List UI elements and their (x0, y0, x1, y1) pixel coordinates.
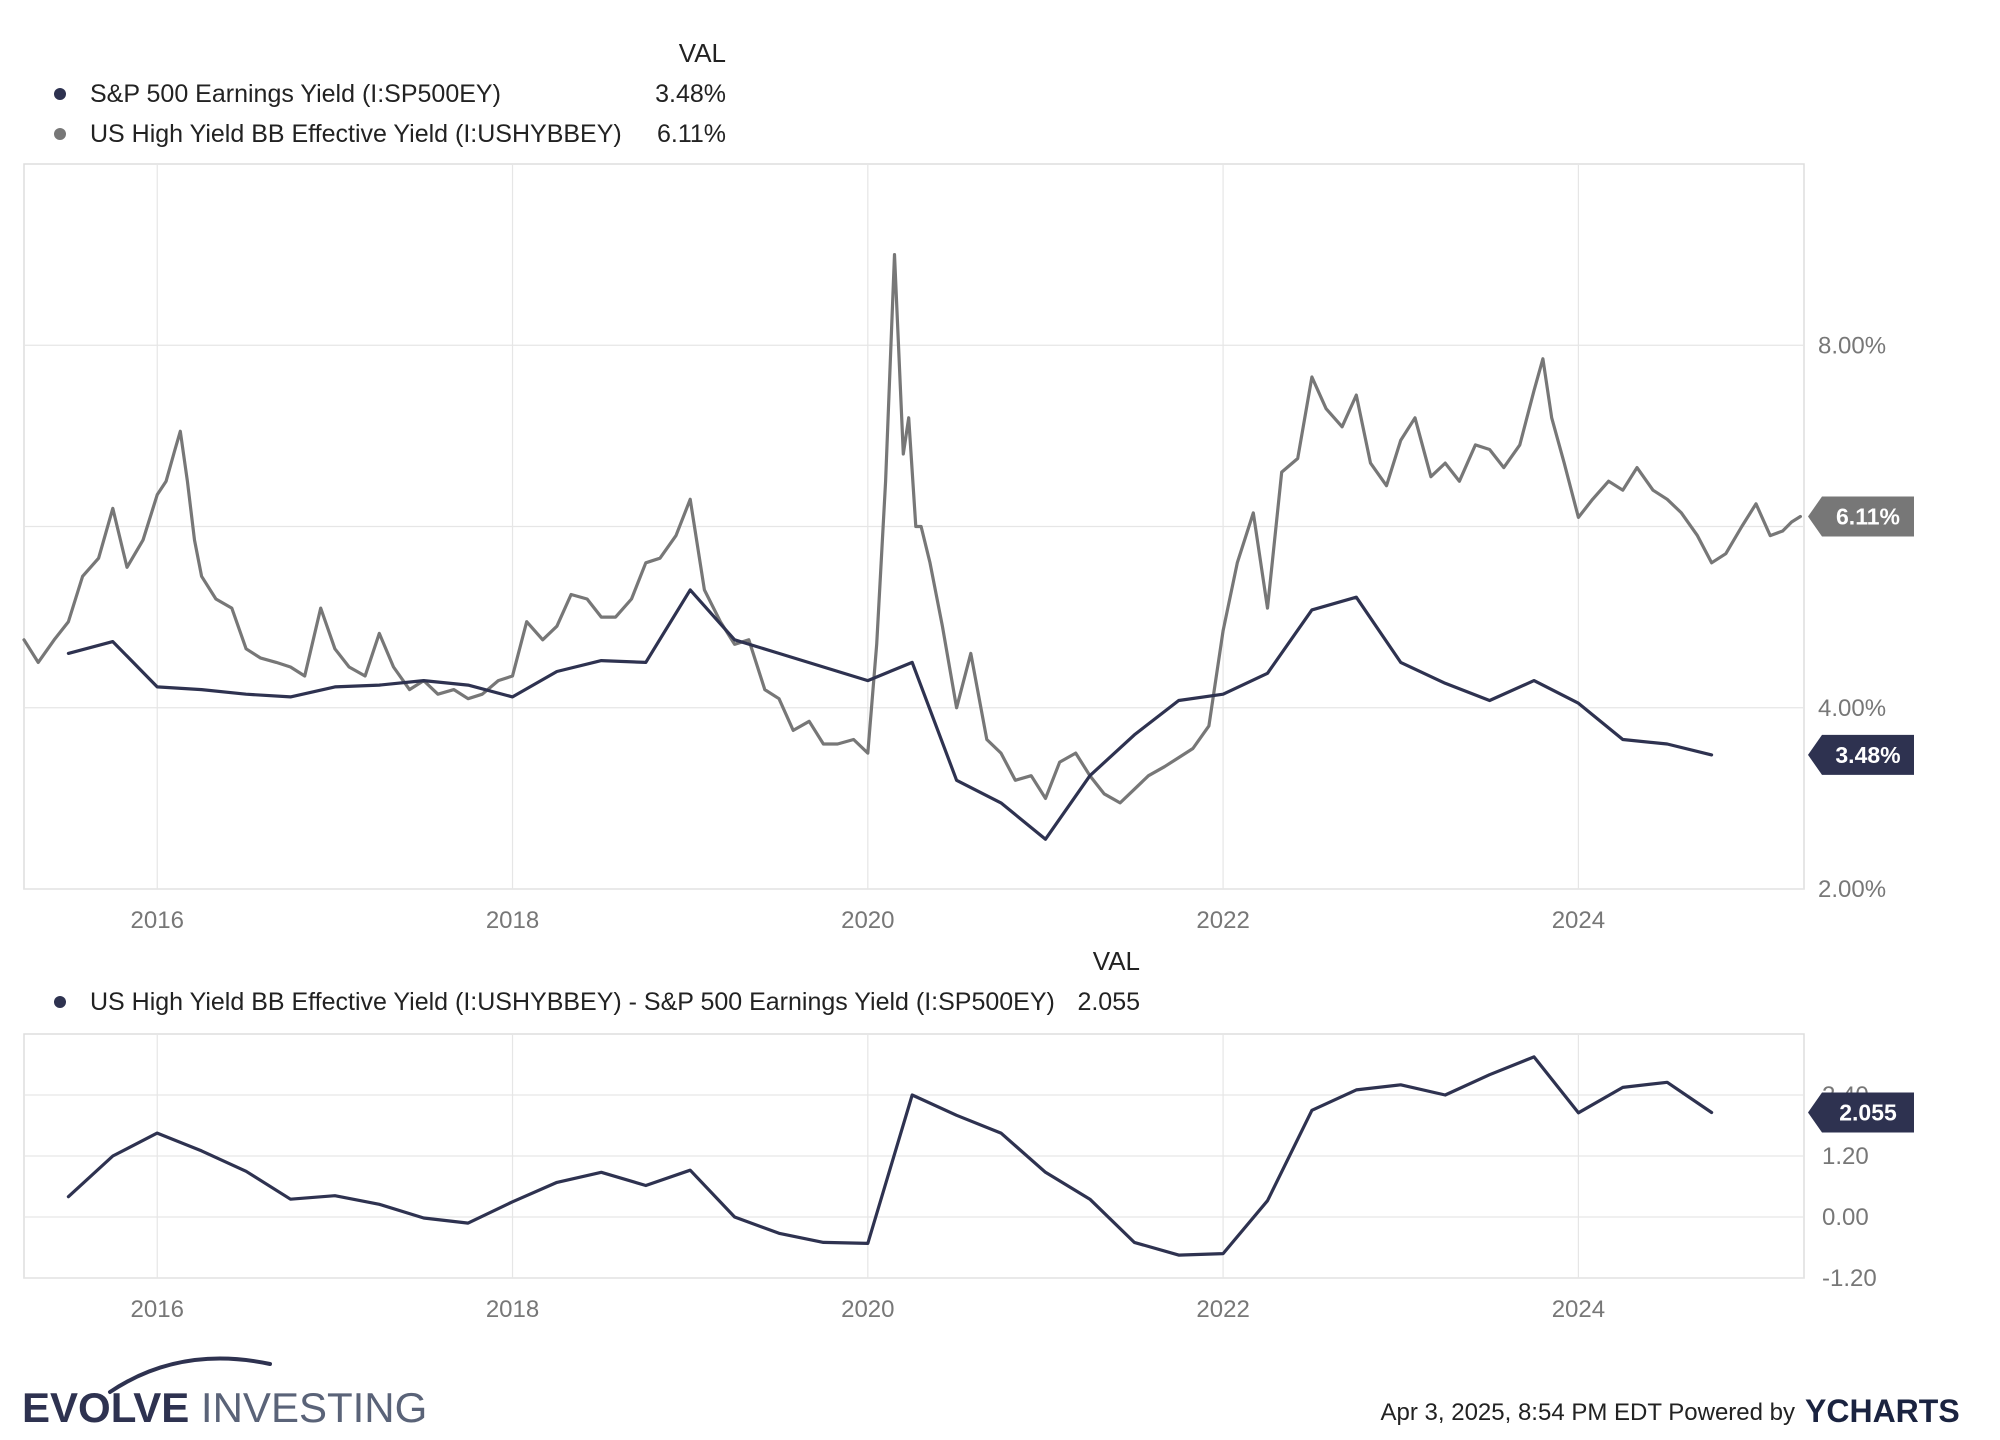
ycharts-logo[interactable]: YCHARTS (1805, 1393, 1960, 1429)
badge-shape (1808, 734, 1914, 775)
last-value-badges-top: 3.48% 6.11% (1808, 496, 1914, 775)
y-tick-label: -1.20 (1822, 1265, 1877, 1292)
series-line-us-high-yield-bb-effective-yield-i-ushybbey-s-p-500-earnings-yield-i-sp500ey (66, 1055, 1714, 1257)
last-value-badge-us-high-yield-bb-effective-yield-i-ushybbey: 6.11% (1808, 496, 1914, 537)
logo-brand-bold: EVOLVE (22, 1384, 189, 1431)
x-tick-label: 2018 (486, 1296, 539, 1323)
x-tick-label: 2016 (131, 907, 184, 934)
svg-text:EVOLVE INVESTING: EVOLVE INVESTING (22, 1384, 427, 1431)
x-tick-label: 2020 (841, 1296, 894, 1323)
legend-top: VAL S&P 500 Earnings Yield (I:SP500EY) 3… (54, 38, 726, 148)
badge-label: 6.11% (1836, 504, 1900, 530)
grid-top (24, 164, 1804, 890)
x-tick-label: 2020 (841, 907, 894, 934)
x-tick-label: 2024 (1552, 1296, 1605, 1323)
y-tick-label: 0.00 (1822, 1204, 1869, 1231)
grid-bottom (24, 1034, 1804, 1279)
last-value-badge-s-p-500-earnings-yield-i-sp500ey: 3.48% (1808, 734, 1914, 775)
series-top (22, 253, 1803, 841)
legend-label-sp500-ey: S&P 500 Earnings Yield (I:SP500EY) (90, 80, 501, 108)
legend-val-header: VAL (679, 38, 726, 68)
footer-timestamp: Apr 3, 2025, 8:54 PM EDT (1381, 1399, 1663, 1426)
x-axis-bottom: 2016 2018 2020 2022 2024 (131, 1296, 1606, 1323)
x-tick-label: 2024 (1552, 907, 1605, 934)
legend2-marker-spread (54, 996, 66, 1008)
legend-marker-sp500-ey (54, 88, 66, 100)
legend2-val-header: VAL (1093, 946, 1140, 976)
badge-label: 3.48% (1835, 742, 1900, 768)
legend-bottom: VAL US High Yield BB Effective Yield (I:… (54, 946, 1140, 1016)
y-tick-label: 8.00% (1818, 332, 1886, 359)
legend-label-hy-bb: US High Yield BB Effective Yield (I:USHY… (90, 120, 622, 148)
logo-brand-rest: INVESTING (189, 1384, 427, 1431)
badge-shape (1808, 1092, 1914, 1133)
y-tick-label: 2.00% (1818, 876, 1886, 903)
last-value-badges-bottom: 2.055 (1808, 1092, 1914, 1133)
series-bottom (66, 1055, 1714, 1257)
series-line-s-p-500-earnings-yield-i-sp500ey (66, 588, 1714, 841)
badge-label: 2.055 (1839, 1100, 1897, 1126)
evolve-investing-logo: EVOLVE INVESTING (22, 1356, 427, 1431)
legend-marker-hy-bb (54, 128, 66, 140)
svg-text:Apr 3, 2025, 8:54 PM EDT Power: Apr 3, 2025, 8:54 PM EDT Powered by (1381, 1399, 1795, 1426)
y-tick-label: 1.20 (1822, 1143, 1869, 1170)
x-axis-top: 2016 2018 2020 2022 2024 (131, 907, 1606, 934)
x-tick-label: 2016 (131, 1296, 184, 1323)
footer-powered-by: Powered by (1668, 1399, 1795, 1426)
logo-swoosh-icon (108, 1356, 272, 1394)
panel-yields: 2.00% 4.00% 8.00% 2016 2018 2020 2022 2024 3.4… (22, 163, 1914, 934)
x-tick-label: 2018 (486, 907, 539, 934)
footer: EVOLVE INVESTING Apr 3, 2025, 8:54 PM ED… (22, 1356, 1960, 1431)
y-axis-top: 2.00% 4.00% 8.00% (1818, 332, 1886, 903)
legend2-value-spread: 2.055 (1077, 988, 1140, 1016)
legend-value-hy-bb: 6.11% (657, 120, 726, 148)
legend-value-sp500-ey: 3.48% (655, 80, 726, 108)
series-line-us-high-yield-bb-effective-yield-i-ushybbey (22, 253, 1803, 805)
badge-shape (1808, 496, 1914, 537)
x-tick-label: 2022 (1196, 1296, 1249, 1323)
y-tick-label: 4.00% (1818, 695, 1886, 722)
x-tick-label: 2022 (1196, 907, 1249, 934)
last-value-badge-us-high-yield-bb-effective-yield-i-ushybbey-s-p-500-earnings-yield-i-sp500ey: 2.055 (1808, 1092, 1914, 1133)
legend2-label-spread: US High Yield BB Effective Yield (I:USHY… (90, 988, 1055, 1016)
